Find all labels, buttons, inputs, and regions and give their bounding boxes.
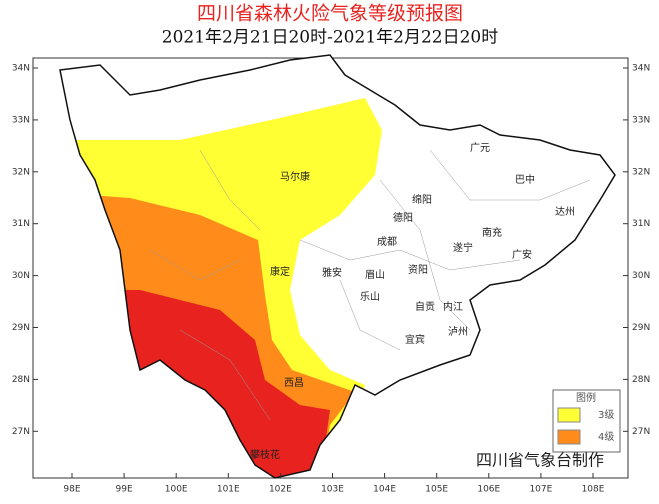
city-label: 南充: [482, 226, 502, 239]
lon-label: 101E: [217, 485, 240, 495]
city-label: 巴中: [515, 173, 535, 186]
lat-label: 31N: [12, 219, 30, 229]
lon-label: 102E: [269, 485, 292, 495]
lat-label: 27N: [12, 427, 30, 437]
city-label: 宜宾: [405, 333, 425, 346]
city-label: 遂宁: [453, 241, 473, 254]
city-label: 德阳: [393, 211, 413, 224]
city-label: 自贡: [415, 300, 435, 313]
lat-label: 33N: [12, 115, 30, 125]
legend-swatch: [557, 429, 581, 445]
province-outline: [59, 54, 616, 479]
city-label: 康定: [270, 265, 290, 278]
city-label: 资阳: [408, 264, 428, 276]
lat-label: 34N: [632, 64, 650, 74]
lon-label: 106E: [477, 485, 500, 495]
legend-swatch: [557, 407, 581, 423]
lat-label: 34N: [12, 64, 30, 74]
lon-label: 103E: [321, 485, 344, 495]
city-label: 乐山: [360, 291, 380, 303]
city-label: 西昌: [284, 377, 304, 389]
subtitle: 2021年2月21日20时-2021年2月22日20时: [162, 28, 498, 48]
title: 四川省森林火险气象等级预报图: [197, 3, 463, 25]
legend-label: 4级: [598, 431, 614, 443]
city-label: 泸州: [448, 326, 468, 338]
lon-label: 108E: [582, 485, 605, 495]
lat-label: 27N: [632, 427, 650, 437]
lon-label: 105E: [425, 485, 448, 495]
lat-label: 30N: [12, 271, 30, 281]
lon-label: 100E: [165, 485, 188, 495]
lat-label: 28N: [12, 375, 30, 385]
city-label: 攀枝花: [250, 448, 280, 461]
lon-label: 98E: [63, 485, 80, 495]
lat-label: 30N: [632, 271, 650, 281]
lon-label: 104E: [373, 485, 396, 495]
city-label: 绵阳: [412, 193, 432, 206]
lon-label: 99E: [116, 485, 133, 495]
legend-title: 图例: [576, 391, 596, 404]
lat-label: 32N: [12, 167, 30, 177]
lat-label: 29N: [632, 323, 650, 333]
city-label: 马尔康: [280, 170, 310, 183]
city-label: 达州: [555, 206, 575, 218]
credit: 四川省气象台制作: [476, 451, 604, 470]
city-label: 内江: [443, 300, 463, 313]
city-label: 眉山: [365, 269, 385, 281]
city-label: 广元: [470, 142, 490, 154]
legend-label: 3级: [598, 409, 614, 421]
lat-label: 33N: [632, 115, 650, 125]
city-label: 广安: [512, 248, 532, 261]
lat-label: 28N: [632, 375, 650, 385]
lon-label: 107E: [529, 485, 552, 495]
county-lines: [149, 149, 591, 421]
city-label: 成都: [377, 236, 397, 248]
city-label: 雅安: [322, 266, 342, 279]
lat-label: 32N: [632, 167, 650, 177]
lat-label: 31N: [632, 219, 650, 229]
lat-label: 29N: [12, 323, 30, 333]
